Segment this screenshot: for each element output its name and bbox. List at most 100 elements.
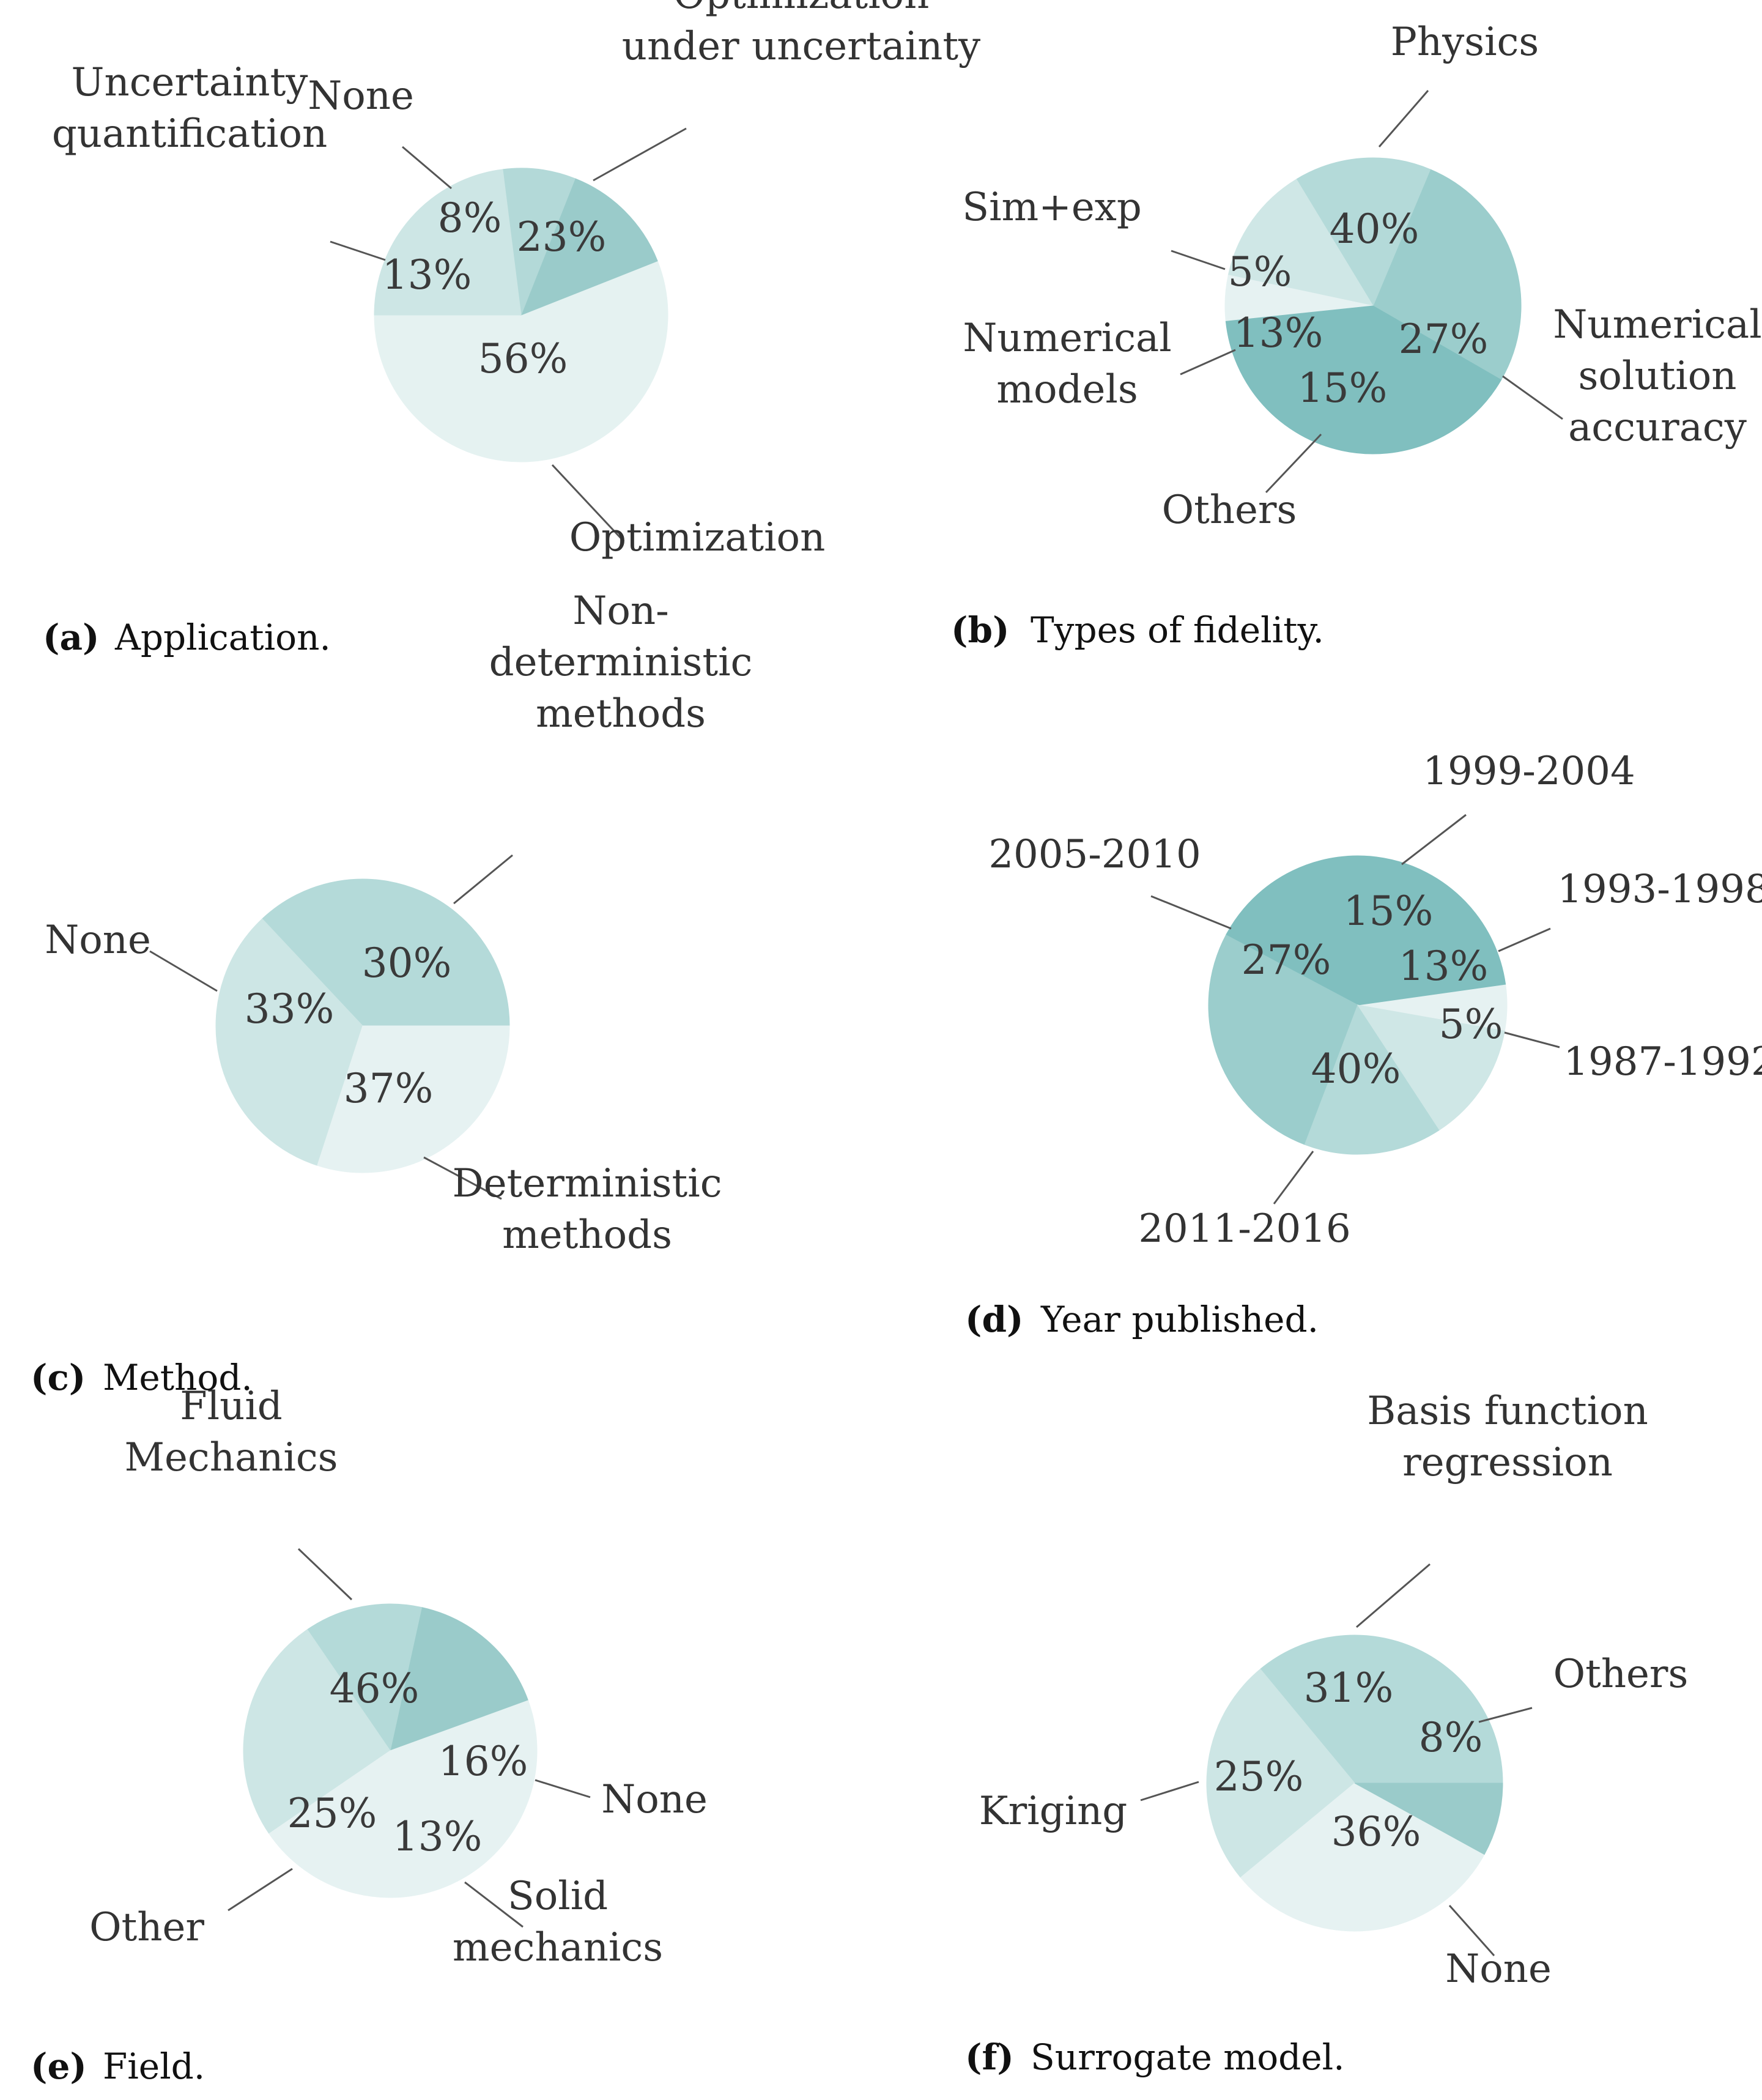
pie-slice bbox=[374, 261, 668, 462]
pie-slice bbox=[1295, 157, 1431, 307]
label-leader-line bbox=[149, 950, 218, 992]
pie-slice bbox=[1208, 934, 1358, 1145]
pie-slice-percent: 30% bbox=[362, 940, 452, 987]
pie-category-label: 1999-2004 bbox=[1423, 749, 1635, 794]
pie-slice-percent: 15% bbox=[1344, 888, 1434, 935]
label-leader-line bbox=[1180, 349, 1236, 376]
pie-slice-percent: 40% bbox=[1311, 1045, 1401, 1093]
caption-f-text: Surrogate model. bbox=[1031, 2036, 1345, 2078]
pie-slice bbox=[1354, 1783, 1503, 1855]
pie-category-label: None bbox=[308, 73, 414, 119]
label-leader-line bbox=[1504, 1031, 1560, 1048]
pie-category-label: Deterministic methods bbox=[452, 1161, 722, 1258]
pie-slice-percent: 8% bbox=[1419, 1714, 1483, 1761]
pie-slice-percent: 25% bbox=[1214, 1753, 1304, 1800]
pie-slice bbox=[1225, 305, 1502, 455]
pie-slice bbox=[1304, 1004, 1440, 1155]
label-leader-line bbox=[464, 1881, 524, 1928]
pie-slice-percent: 5% bbox=[1228, 248, 1292, 295]
pie-category-label: Numerical solution accuracy bbox=[1553, 302, 1761, 450]
pie-slice-percent: 16% bbox=[439, 1738, 528, 1785]
pie-category-label: 2011-2016 bbox=[1138, 1206, 1350, 1252]
pie-category-label: 2005-2010 bbox=[988, 832, 1201, 877]
label-leader-line bbox=[535, 1779, 591, 1798]
pie-slice bbox=[317, 1025, 510, 1173]
pie-category-label: Fluid Mechanics bbox=[125, 1384, 338, 1480]
label-leader-line bbox=[1502, 375, 1563, 420]
pie-slice bbox=[306, 1603, 423, 1752]
caption-c-text: Method. bbox=[103, 1357, 253, 1398]
label-leader-line bbox=[453, 854, 513, 905]
pie-slice bbox=[262, 878, 510, 1026]
pie-chart-5: 16% 13% 25% 46% None Other Solid mechanics Fluid… bbox=[89, 1384, 708, 1970]
pie-slice bbox=[1240, 1783, 1485, 1932]
pie-category-label: None bbox=[45, 918, 151, 963]
label-leader-line bbox=[1448, 1905, 1495, 1956]
pie-slice-percent: 8% bbox=[438, 195, 502, 242]
pie-category-label: Non-deterministic methods bbox=[489, 588, 753, 736]
pie-slice-percent: 33% bbox=[245, 985, 335, 1033]
label-leader-line bbox=[1265, 433, 1322, 494]
pie-chart-3: 37%33% 30% Deterministic methods None Non-det… bbox=[45, 588, 752, 1258]
pie-chart-4: 5% 40% 27% 15% 13% 1987-1992 2011-2016 2005-201… bbox=[988, 749, 1762, 1252]
pie-category-label: Other bbox=[89, 1905, 204, 1950]
pie-slice-percent: 13% bbox=[393, 1813, 483, 1860]
caption-d-letter: (d) bbox=[965, 1299, 1023, 1340]
caption-b-letter: (b) bbox=[951, 609, 1009, 651]
label-leader-line bbox=[1498, 927, 1551, 952]
pie-slice-percent: 13% bbox=[1399, 943, 1489, 990]
pie-slice bbox=[1206, 1668, 1355, 1878]
caption-e-letter: (e) bbox=[31, 2046, 87, 2087]
caption-c-letter: (c) bbox=[31, 1357, 86, 1398]
caption-a-letter: (a) bbox=[43, 617, 99, 658]
pie-slice-percent: 36% bbox=[1331, 1808, 1421, 1855]
pie-slice bbox=[502, 168, 576, 316]
pie-slice bbox=[1357, 1004, 1505, 1130]
label-leader-line bbox=[423, 1156, 502, 1200]
pie-category-label: None bbox=[1445, 1946, 1552, 1992]
pie-category-label: Basis function regression bbox=[1367, 1389, 1648, 1485]
pie-slice-percent: 23% bbox=[517, 213, 607, 261]
label-leader-line bbox=[1356, 1563, 1431, 1628]
label-leader-line bbox=[1140, 1781, 1199, 1801]
pie-slice bbox=[390, 1607, 529, 1751]
pie-slice-percent: 40% bbox=[1330, 206, 1420, 253]
pie-category-label: Physics bbox=[1391, 20, 1539, 65]
pie-category-label: 1987-1992 bbox=[1563, 1039, 1762, 1085]
label-leader-line bbox=[330, 240, 386, 261]
pie-slice bbox=[520, 178, 658, 316]
pie-category-label: Numerical models bbox=[963, 316, 1171, 412]
caption-f-letter: (f) bbox=[965, 2036, 1014, 2078]
label-leader-line bbox=[1478, 1707, 1533, 1723]
pie-chart-6: 36% 25%31% 8% None Kriging Basis function regr… bbox=[979, 1389, 1689, 1992]
pie-slice bbox=[374, 169, 522, 316]
pie-slice-percent: 25% bbox=[287, 1790, 377, 1837]
caption-e-text: Field. bbox=[103, 2046, 205, 2087]
label-leader-line bbox=[297, 1548, 353, 1601]
pie-slice-percent: 46% bbox=[330, 1665, 420, 1712]
label-leader-line bbox=[551, 464, 625, 543]
label-leader-line bbox=[1273, 1151, 1314, 1204]
pie-slice-percent: 31% bbox=[1304, 1664, 1394, 1712]
pie-slice-percent: 5% bbox=[1439, 1001, 1503, 1048]
pie-category-label: Sim+exp bbox=[962, 185, 1142, 230]
pie-category-label: Others bbox=[1553, 1652, 1689, 1697]
pie-slice bbox=[1227, 179, 1374, 306]
pie-slice-percent: 13% bbox=[1234, 310, 1323, 357]
label-leader-line bbox=[593, 127, 687, 182]
pie-category-label: None bbox=[601, 1777, 708, 1822]
pie-chart-1: 56%13% 8% 23% Optimization Uncertainty quanti… bbox=[52, 0, 980, 560]
caption-b-text: Types of fidelity. bbox=[1031, 609, 1324, 651]
pie-category-label: Others bbox=[1162, 488, 1297, 533]
pie-slice-percent: 27% bbox=[1399, 316, 1489, 363]
label-leader-line bbox=[1401, 814, 1467, 866]
caption-d-text: Year published. bbox=[1040, 1299, 1319, 1340]
caption-a-text: Application. bbox=[114, 617, 331, 658]
label-leader-line bbox=[1171, 250, 1226, 270]
pie-category-label: Optimizationunder uncertainty bbox=[622, 0, 980, 69]
label-leader-line bbox=[402, 146, 452, 190]
pie-slice bbox=[1372, 169, 1522, 380]
pie-chart-2: 27%15% 13% 5% 40% Numerical solution accuracy O… bbox=[962, 20, 1761, 533]
pie-slice-percent: 27% bbox=[1242, 937, 1331, 984]
